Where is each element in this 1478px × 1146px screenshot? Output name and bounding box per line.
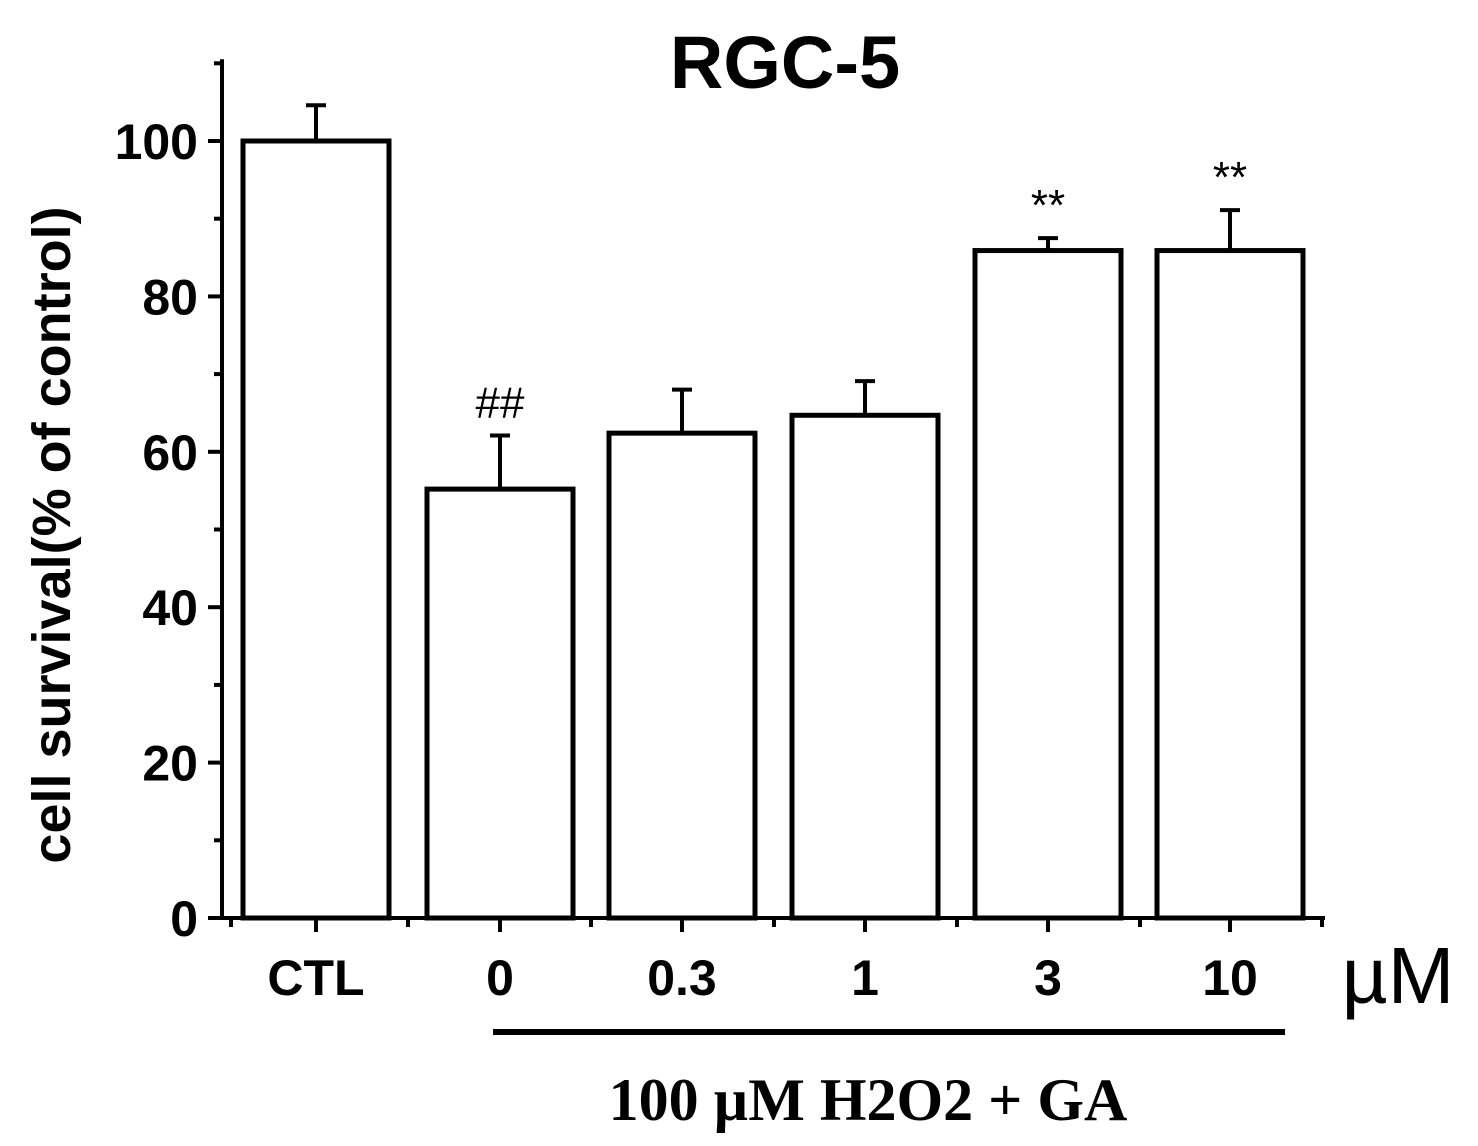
bar-0 — [240, 138, 392, 921]
significance-annotation-5: ** — [1213, 153, 1247, 202]
x-tick-label-0: CTL — [267, 950, 364, 1006]
x-tick-label-3: 1 — [851, 950, 879, 1006]
y-axis-label: cell survival(% of control) — [22, 206, 82, 863]
bar-3 — [789, 412, 941, 921]
bar-2 — [606, 430, 758, 921]
x-tick-label-2: 0.3 — [647, 950, 717, 1006]
bar-5 — [1154, 248, 1306, 921]
significance-annotation-4: ** — [1031, 181, 1065, 230]
y-tick-label-4: 80 — [142, 269, 198, 325]
treatment-label: 100 µM H2O2 + GA — [609, 1067, 1128, 1133]
bar-1 — [424, 486, 576, 921]
y-tick-label-3: 60 — [142, 425, 198, 481]
chart-title: RGC-5 — [670, 21, 900, 104]
x-tick-label-1: 0 — [486, 950, 514, 1006]
bars-layer: ## ** ** — [240, 103, 1306, 921]
y-tick-label-2: 40 — [142, 580, 198, 636]
x-unit-label: µM — [1342, 931, 1455, 1020]
y-tick-label-0: 0 — [170, 891, 198, 947]
y-tick-label-5: 100 — [115, 114, 198, 170]
y-tick-label-1: 20 — [142, 736, 198, 792]
x-tick-label-4: 3 — [1034, 950, 1062, 1006]
bar-4 — [972, 248, 1124, 921]
significance-annotation-1: ## — [476, 378, 525, 427]
x-tick-label-5: 10 — [1202, 950, 1258, 1006]
